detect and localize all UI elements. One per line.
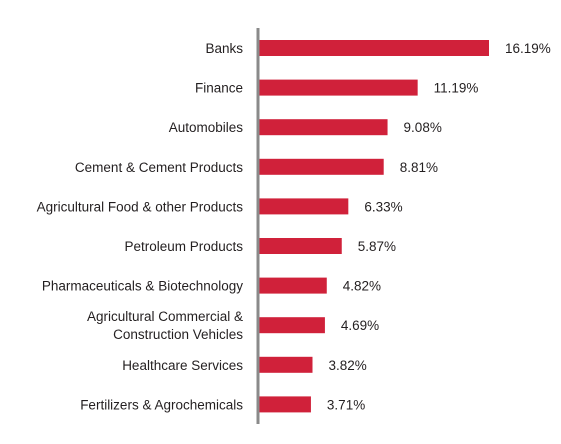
category-label: Fertilizers & Agrochemicals	[80, 397, 243, 412]
category-label: Agricultural Commercial &	[87, 309, 243, 324]
bar	[258, 119, 388, 136]
bar	[258, 317, 325, 334]
category-label: Cement & Cement Products	[75, 160, 243, 175]
bar	[258, 40, 489, 56]
value-label: 5.87%	[358, 239, 396, 254]
category-label: Petroleum Products	[124, 239, 243, 254]
category-label: Automobiles	[169, 120, 244, 135]
bar	[258, 396, 311, 413]
value-labels-group: 16.19% 11.19% 9.08% 8.81% 6.33% 5.87% 4.82% 4.6…	[327, 41, 551, 412]
bar	[258, 79, 418, 96]
value-label: 9.08%	[404, 120, 442, 135]
bar	[258, 158, 384, 175]
category-label: Banks	[205, 41, 243, 56]
category-label: Healthcare Services	[122, 358, 243, 373]
bar	[258, 277, 327, 294]
value-label: 4.82%	[343, 279, 381, 294]
value-label: 6.33%	[364, 199, 402, 214]
bar	[258, 356, 313, 373]
bar	[258, 238, 342, 254]
category-labels-group: Banks Finance Automobiles Cement & Cement P…	[37, 41, 244, 412]
category-label: Construction Vehicles	[113, 327, 243, 342]
bars-group	[258, 40, 489, 413]
value-label: 3.82%	[329, 358, 367, 373]
category-label: Finance	[195, 81, 243, 96]
value-label: 3.71%	[327, 397, 365, 412]
value-label: 4.69%	[341, 318, 379, 333]
category-label: Pharmaceuticals & Biotechnology	[42, 279, 243, 294]
bar	[258, 198, 349, 215]
value-label: 16.19%	[505, 41, 551, 56]
value-label: 8.81%	[400, 160, 438, 175]
value-label: 11.19%	[434, 81, 479, 96]
category-label: Agricultural Food & other Products	[37, 199, 244, 214]
